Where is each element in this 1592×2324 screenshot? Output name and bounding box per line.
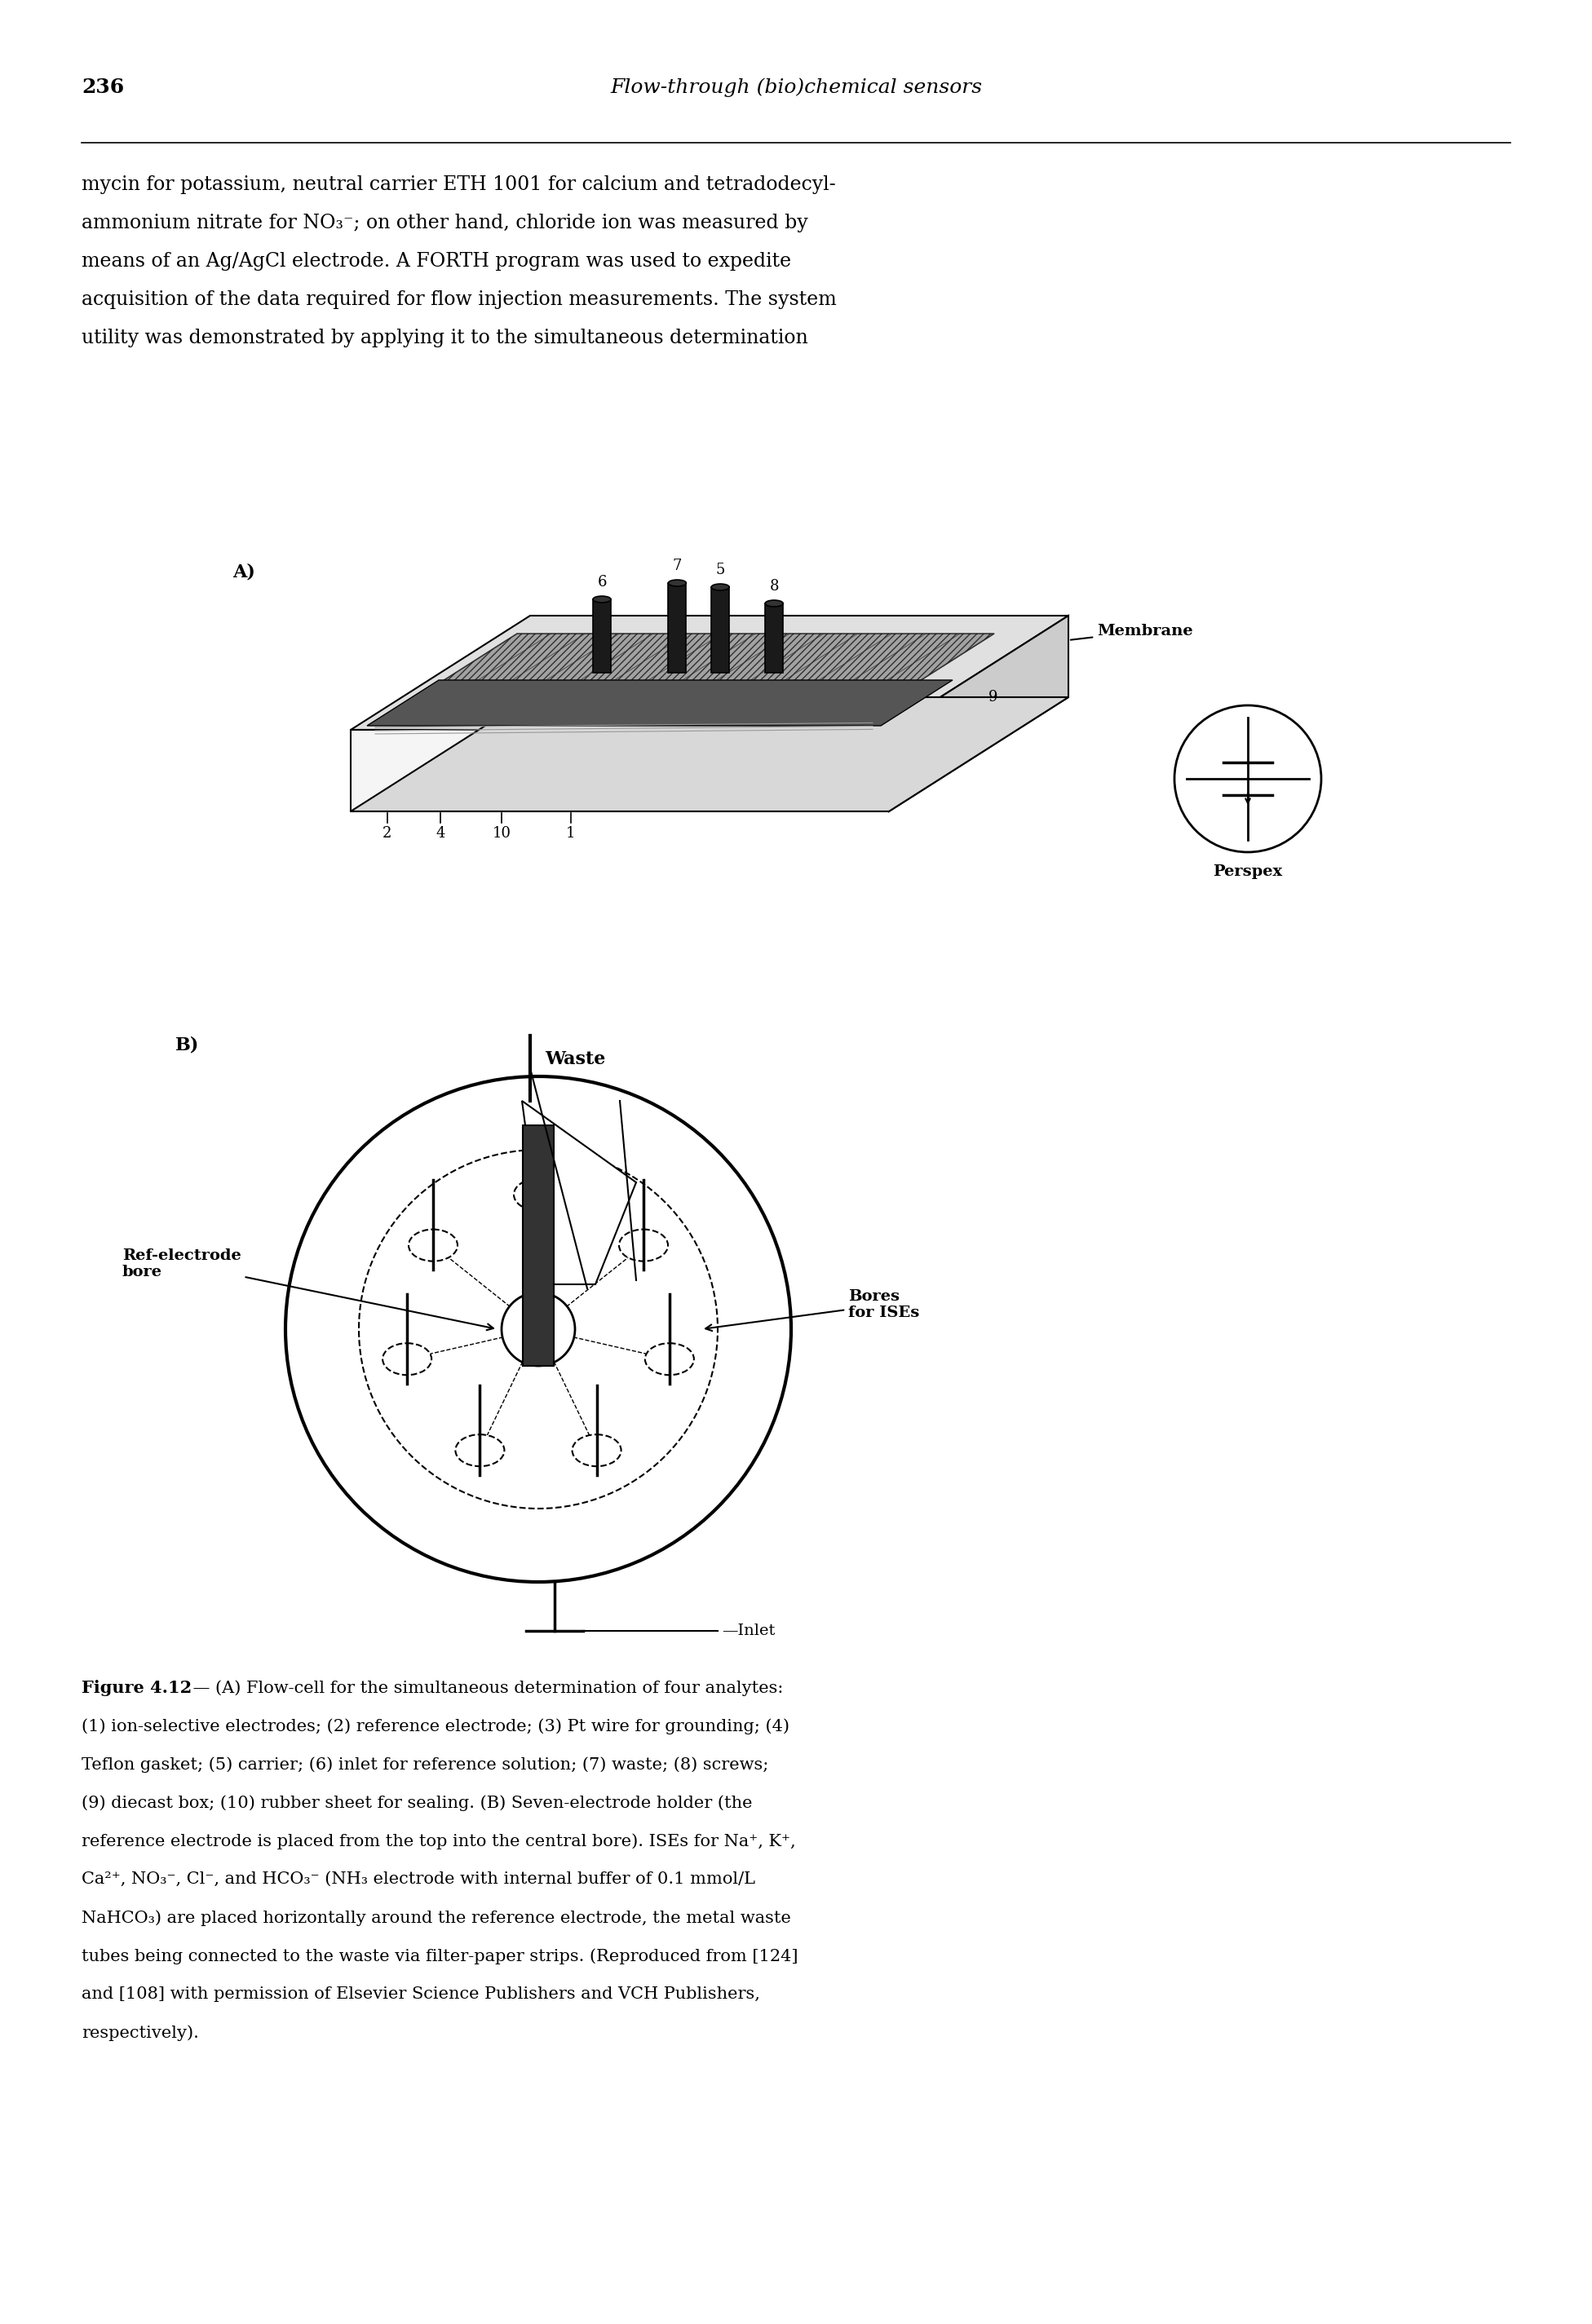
Text: Bores
for ISEs: Bores for ISEs	[705, 1290, 919, 1332]
Polygon shape	[522, 1102, 637, 1285]
Text: 7: 7	[672, 558, 681, 574]
Text: Figure 4.12: Figure 4.12	[81, 1680, 193, 1697]
Text: 9: 9	[989, 690, 998, 704]
Circle shape	[358, 1150, 718, 1508]
Text: A): A)	[232, 562, 255, 581]
Text: Waste: Waste	[544, 1050, 605, 1069]
Text: (9) diecast box; (10) rubber sheet for sealing. (B) Seven-electrode holder (the: (9) diecast box; (10) rubber sheet for s…	[81, 1794, 753, 1810]
Text: reference electrode is placed from the top into the central bore). ISEs for Na⁺,: reference electrode is placed from the t…	[81, 1834, 796, 1850]
Polygon shape	[350, 730, 888, 811]
Bar	[592, 600, 611, 672]
Polygon shape	[368, 681, 952, 725]
Text: 2: 2	[382, 825, 392, 841]
Polygon shape	[350, 697, 1068, 811]
Text: Membrane: Membrane	[1071, 623, 1192, 639]
Ellipse shape	[455, 1434, 505, 1466]
Text: 1: 1	[567, 825, 576, 841]
Text: — (A) Flow-cell for the simultaneous determination of four analytes:: — (A) Flow-cell for the simultaneous det…	[188, 1680, 783, 1697]
Text: 5: 5	[716, 562, 724, 576]
Ellipse shape	[592, 595, 611, 602]
Ellipse shape	[572, 1434, 621, 1466]
Bar	[766, 604, 783, 672]
Text: Ref-electrode
bore: Ref-electrode bore	[123, 1248, 494, 1329]
Text: 8: 8	[769, 579, 778, 593]
Ellipse shape	[619, 1229, 669, 1262]
Ellipse shape	[645, 1343, 694, 1376]
Text: 236: 236	[81, 77, 124, 98]
Text: mycin for potassium, neutral carrier ETH 1001 for calcium and tetradodecyl-: mycin for potassium, neutral carrier ETH…	[81, 174, 836, 195]
Text: 6: 6	[597, 574, 607, 590]
Text: 10: 10	[492, 825, 511, 841]
Text: means of an Ag/AgCl electrode. A FORTH program was used to expedite: means of an Ag/AgCl electrode. A FORTH p…	[81, 251, 791, 270]
Polygon shape	[888, 616, 1068, 811]
Ellipse shape	[409, 1229, 457, 1262]
Ellipse shape	[382, 1343, 431, 1376]
Text: respectively).: respectively).	[81, 2024, 199, 2040]
Polygon shape	[350, 616, 1068, 730]
Ellipse shape	[514, 1178, 562, 1211]
Ellipse shape	[712, 583, 729, 590]
Circle shape	[501, 1292, 575, 1367]
Text: Flow-through (bio)chemical sensors: Flow-through (bio)chemical sensors	[610, 77, 982, 98]
Text: B): B)	[175, 1037, 199, 1053]
Text: and [108] with permission of Elsevier Science Publishers and VCH Publishers,: and [108] with permission of Elsevier Sc…	[81, 1987, 759, 2001]
Text: Perspex: Perspex	[1213, 865, 1283, 878]
Text: ammonium nitrate for NO₃⁻; on other hand, chloride ion was measured by: ammonium nitrate for NO₃⁻; on other hand…	[81, 214, 809, 232]
Polygon shape	[392, 634, 993, 713]
Text: 4: 4	[436, 825, 446, 841]
Text: (1) ion-selective electrodes; (2) reference electrode; (3) Pt wire for grounding: (1) ion-selective electrodes; (2) refere…	[81, 1717, 790, 1734]
Text: Teflon gasket; (5) carrier; (6) inlet for reference solution; (7) waste; (8) scr: Teflon gasket; (5) carrier; (6) inlet fo…	[81, 1757, 769, 1773]
Circle shape	[285, 1076, 791, 1583]
Text: acquisition of the data required for flow injection measurements. The system: acquisition of the data required for flo…	[81, 290, 836, 309]
Text: —Inlet: —Inlet	[721, 1624, 775, 1638]
Ellipse shape	[766, 600, 783, 607]
Bar	[712, 588, 729, 672]
Text: tubes being connected to the waste via filter-paper strips. (Reproduced from [12: tubes being connected to the waste via f…	[81, 1948, 798, 1964]
Text: utility was demonstrated by applying it to the simultaneous determination: utility was demonstrated by applying it …	[81, 328, 809, 346]
Text: Ca²⁺, NO₃⁻, Cl⁻, and HCO₃⁻ (NH₃ electrode with internal buffer of 0.1 mmol/L: Ca²⁺, NO₃⁻, Cl⁻, and HCO₃⁻ (NH₃ electrod…	[81, 1871, 755, 1887]
Text: NaHCO₃) are placed horizontally around the reference electrode, the metal waste: NaHCO₃) are placed horizontally around t…	[81, 1910, 791, 1927]
Circle shape	[1175, 706, 1321, 853]
Bar	[669, 583, 686, 672]
Bar	[522, 1125, 554, 1367]
Ellipse shape	[669, 579, 686, 586]
